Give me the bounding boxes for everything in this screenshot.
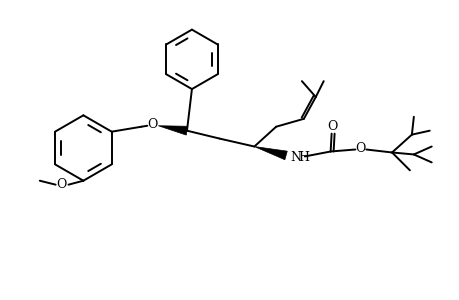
Text: O: O <box>147 118 157 131</box>
Text: H: H <box>297 151 308 164</box>
Polygon shape <box>254 146 286 160</box>
Polygon shape <box>158 126 187 135</box>
Text: O: O <box>327 120 337 133</box>
Text: N: N <box>289 151 300 164</box>
Text: O: O <box>56 178 67 191</box>
Text: O: O <box>354 142 365 155</box>
